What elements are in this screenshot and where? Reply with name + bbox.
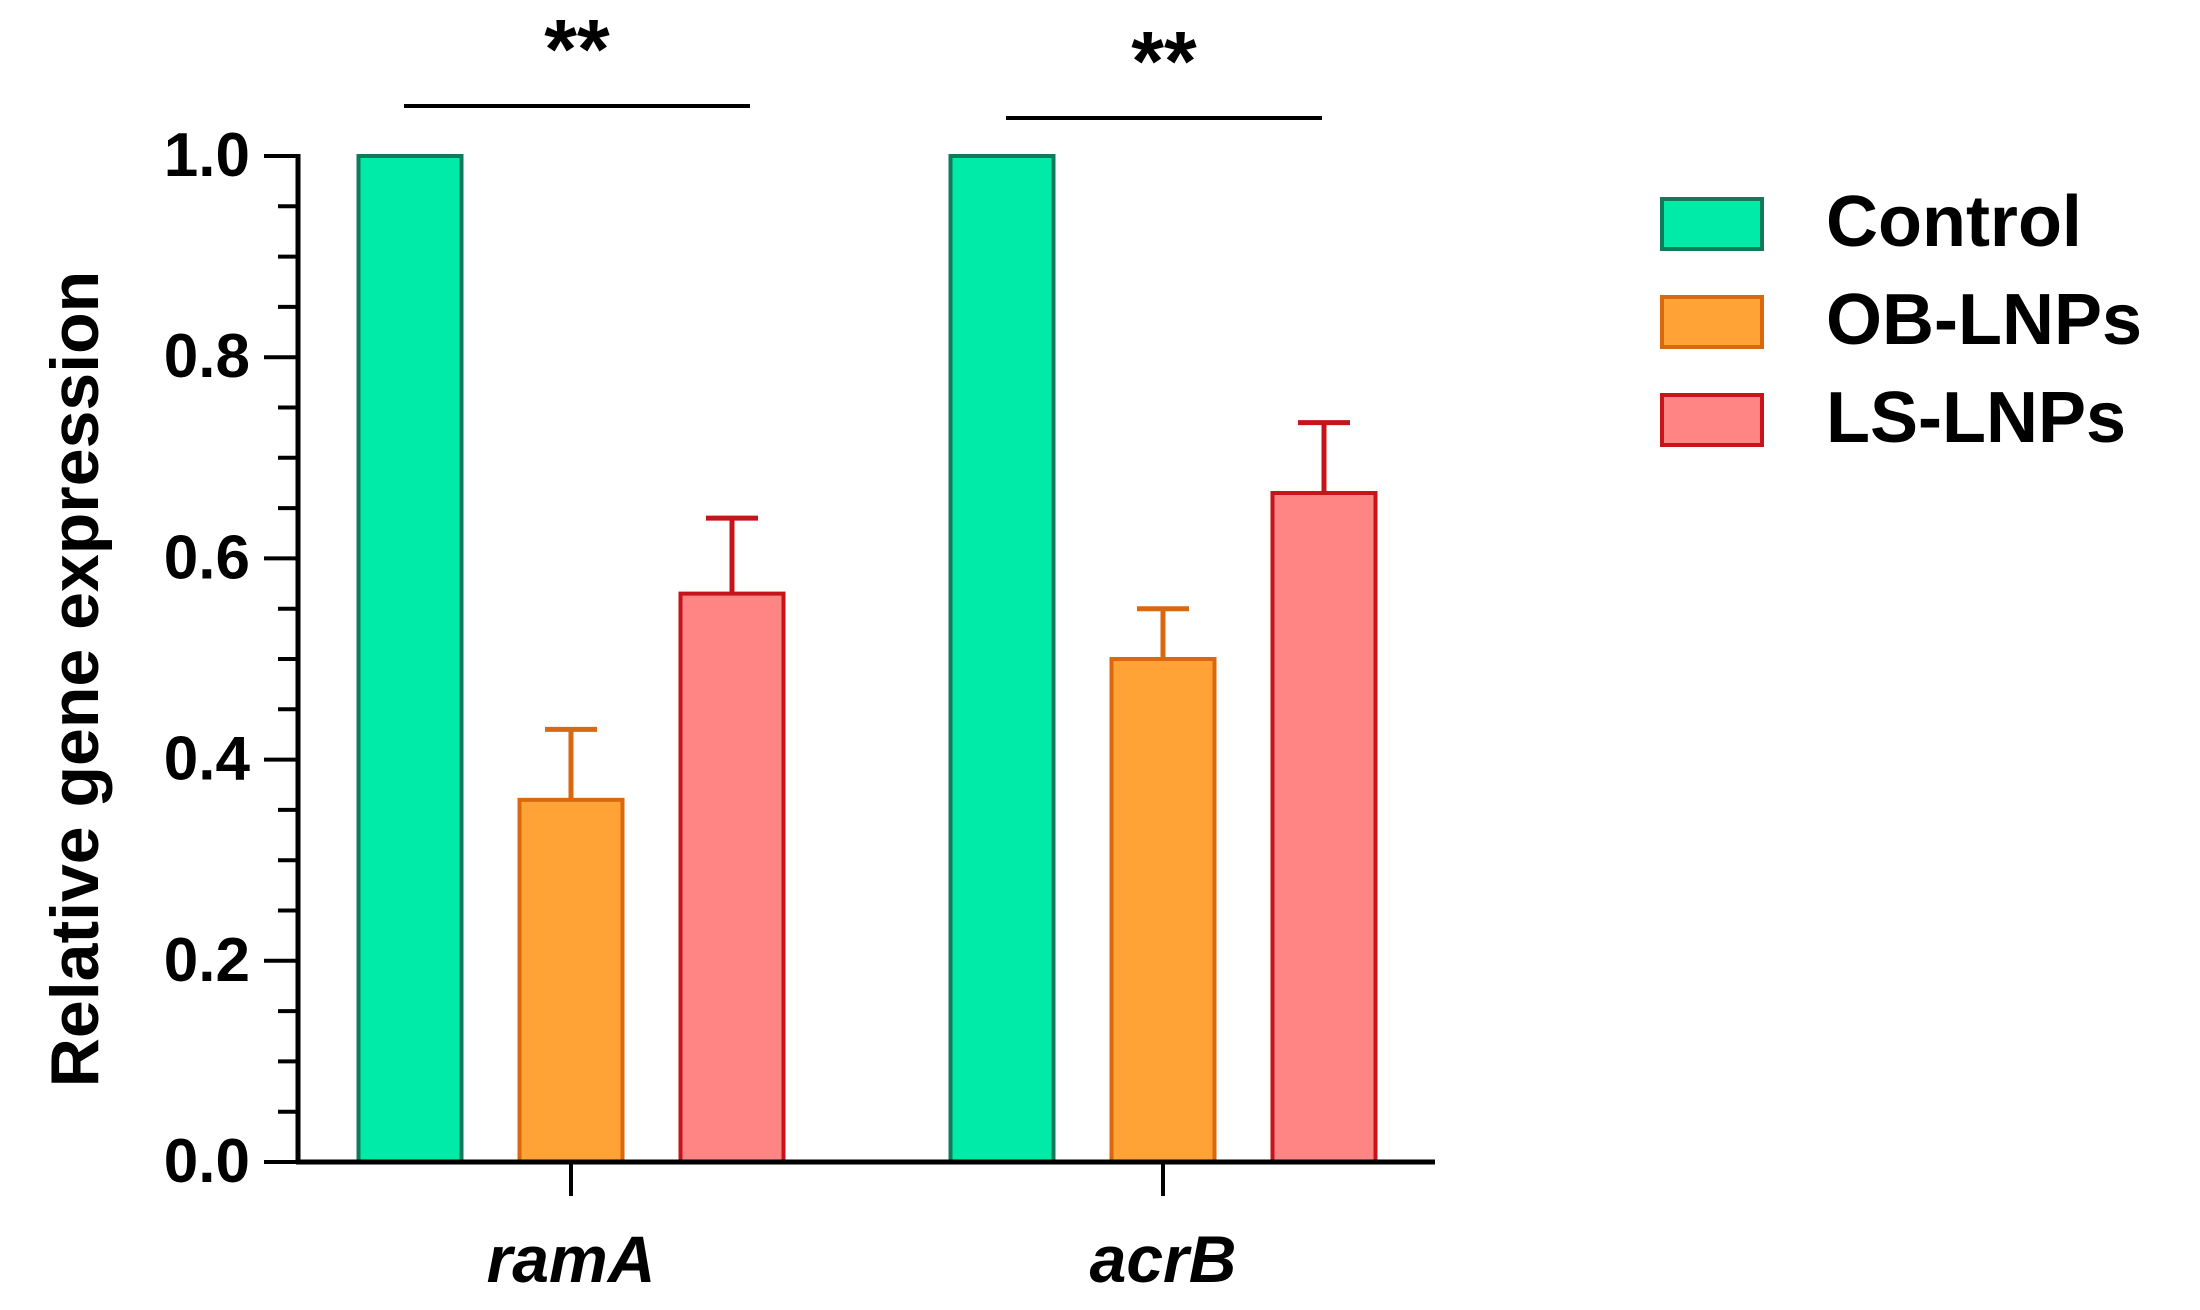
legend-swatch-ob-lnps [1660,295,1764,349]
y-tick-label: 0.2 [164,926,250,995]
legend-label-control: Control [1826,182,2082,262]
legend-label-ls-lnps: LS-LNPs [1826,378,2126,458]
y-tick-label: 0.4 [164,725,251,794]
legend: Control OB-LNPs LS-LNPs [1660,182,2142,458]
y-tick-label: 0.0 [164,1127,250,1196]
legend-label-ob-lnps: OB-LNPs [1826,280,2142,360]
x-tick-label-rama: ramA [487,1222,656,1296]
y-tick-label: 0.6 [164,523,250,592]
bar-control-acrb [948,154,1056,1164]
bar-ob-lnps-acrb [1109,657,1217,1164]
bar-control-rama [356,154,464,1164]
legend-swatch-ls-lnps [1660,393,1764,447]
axes-layer: 0.0 0.2 0.4 0.6 0.8 1.0 ramA acrB Relative gene … [37,121,1435,1296]
legend-swatch-control [1660,197,1764,251]
error-bars-layer [545,420,1350,800]
x-tick-label-acrb: acrB [1090,1222,1237,1296]
bar-ls-lnps-acrb [1270,491,1378,1164]
significance-label-rama: ** [544,2,610,96]
bar-ls-lnps-rama [678,591,786,1164]
bar-ob-lnps-rama [517,797,625,1165]
significance-layer: ** ** [404,2,1322,120]
y-axis-title: Relative gene expression [37,271,113,1087]
bars-layer [356,154,1378,1165]
y-tick-label: 0.8 [164,322,250,391]
y-tick-label: 1.0 [164,121,250,190]
significance-label-acrb: ** [1131,14,1197,108]
